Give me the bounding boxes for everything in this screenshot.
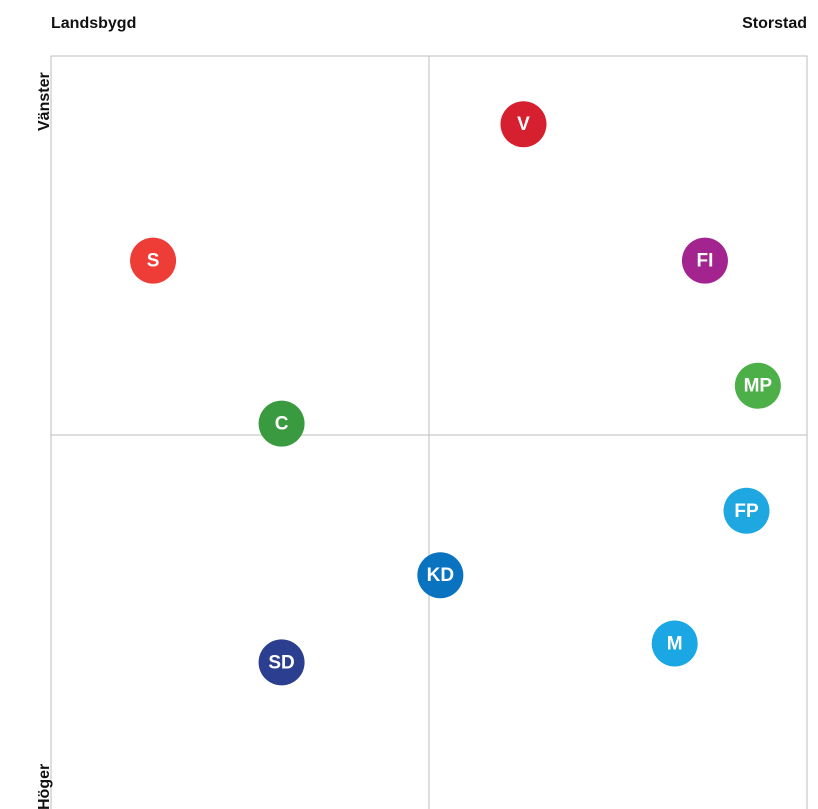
party-dot	[258, 400, 305, 447]
x-label-right: Storstad	[742, 15, 807, 32]
party-dot	[500, 101, 547, 148]
party-dot	[651, 620, 698, 667]
party-dot	[681, 237, 728, 284]
x-label-left: Landsbygd	[51, 15, 136, 32]
party-dot	[417, 552, 464, 599]
party-dot	[130, 237, 177, 284]
party-label: SD	[268, 652, 294, 673]
party-dot	[723, 487, 770, 534]
party-label: FI	[696, 251, 713, 272]
party-label: V	[517, 114, 530, 135]
party-label: C	[275, 414, 289, 435]
party-label: KD	[427, 565, 454, 586]
y-label-bottom: Höger	[36, 764, 53, 809]
party-dot	[258, 639, 305, 686]
party-label: S	[147, 251, 160, 272]
party-label: MP	[744, 376, 773, 397]
party-label: M	[667, 633, 683, 654]
party-label: FP	[734, 501, 759, 522]
party-dot	[734, 362, 781, 409]
y-label-top: Vänster	[36, 72, 53, 131]
